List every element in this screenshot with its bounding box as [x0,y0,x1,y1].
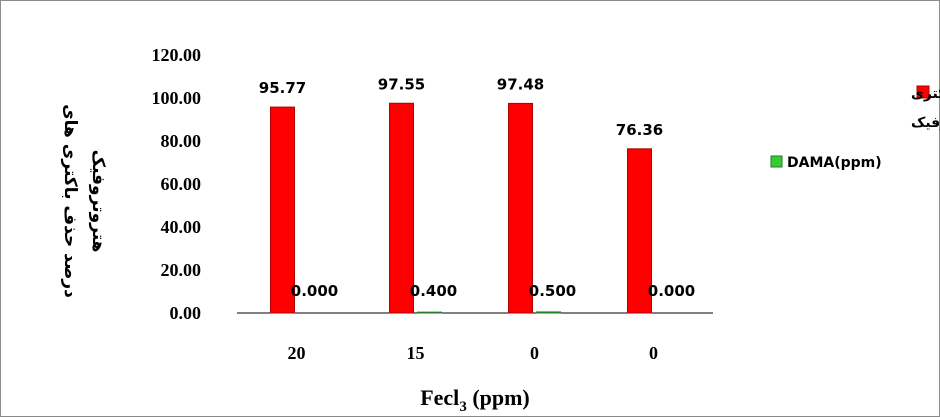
y-tick-label: 40.00 [161,217,202,237]
x-title-rest: (ppm) [467,385,530,410]
x-tick-label: 20 [288,343,306,363]
bar-removal-percent [508,102,533,314]
x-title-sub: 3 [459,399,467,415]
x-axis-title: Fecl3 (ppm) [420,385,530,415]
bar-removal-percent [389,102,414,314]
bar-removal-percent [627,148,652,314]
y-tick-label: 60.00 [161,174,202,194]
bar-dama [536,311,561,314]
y-tick-label: 80.00 [161,131,202,151]
bar-removal-percent [270,106,295,314]
y-axis-title-line-2: هتروتروفیک [88,150,108,253]
data-label-removal-percent: 76.36 [616,121,663,139]
legend: درصد حذف باکتری های هتروتروفیک DAMA(ppm) [770,85,940,171]
legend-label-dama: DAMA(ppm) [787,155,882,171]
legend-swatch-dama [770,155,783,168]
y-tick-label: 100.00 [152,88,202,108]
x-tick-label: 0 [530,343,539,363]
y-axis-title-line-1: درصد حذف باکتری های [60,104,80,298]
data-label-dama: 0.000 [648,282,695,300]
y-axis-title: درصد حذف باکتری های هتروتروفیک [60,104,108,298]
data-label-dama: 0.500 [529,282,576,300]
x-tick-label: 15 [407,343,425,363]
y-tick-label: 0.00 [170,303,202,323]
plot-area: 0.00 20.00 40.00 60.00 80.00 100.00 120.00 95.7… [152,45,713,363]
data-label-removal-percent: 95.77 [259,79,306,97]
data-label-dama: 0.400 [410,282,457,300]
legend-label-removal-percent-line-2: های هتروتروفیک [911,115,940,131]
legend-swatch-removal-percent [916,85,930,99]
data-label-dama: 0.000 [291,282,338,300]
data-label-removal-percent: 97.48 [497,75,544,93]
bar-dama [417,311,442,314]
x-title-main: Fecl [420,385,459,410]
legend-label-removal-percent-line-1: درصد حذف باکتری [911,86,940,102]
y-tick-label: 120.00 [152,45,202,65]
data-label-removal-percent: 97.55 [378,75,425,93]
x-tick-label: 0 [649,343,658,363]
y-tick-label: 20.00 [161,260,202,280]
